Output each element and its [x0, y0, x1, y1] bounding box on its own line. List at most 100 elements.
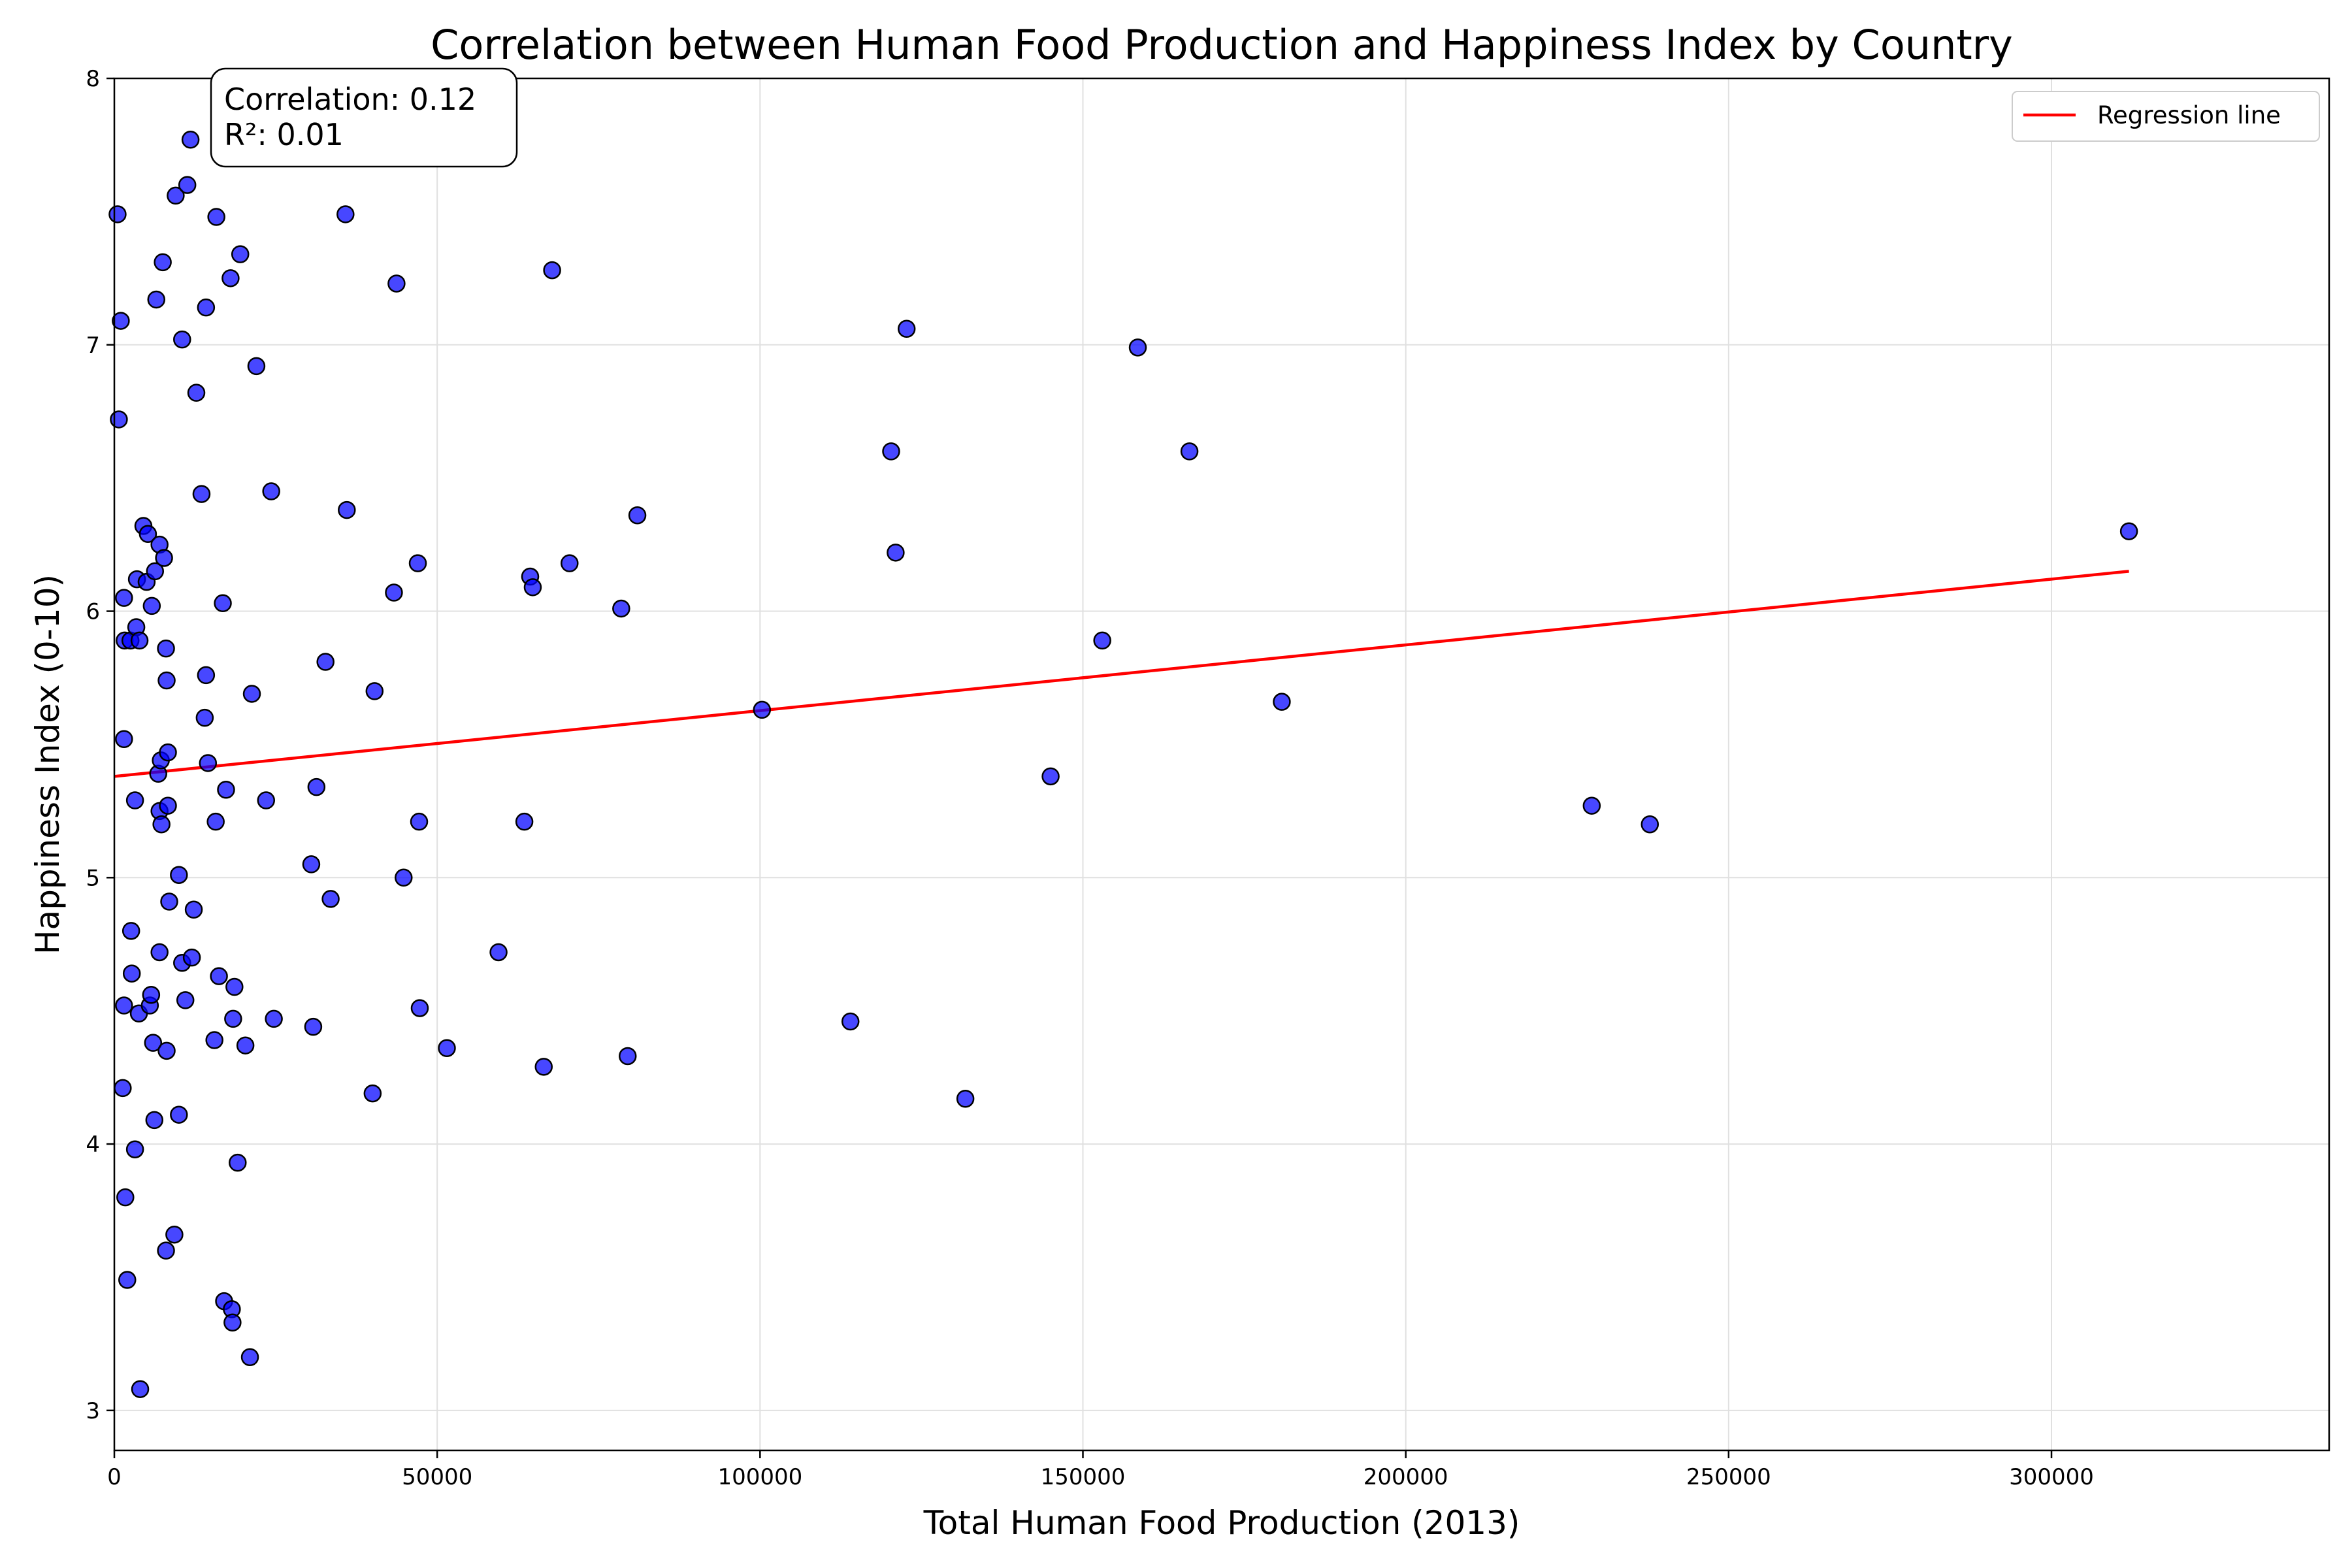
- data-point: [197, 666, 216, 685]
- x-axis-title: Total Human Food Production (2013): [923, 1504, 1520, 1542]
- data-point: [110, 410, 128, 429]
- data-point: [753, 700, 772, 719]
- data-point: [1641, 815, 1659, 834]
- data-point: [612, 599, 630, 618]
- data-point: [142, 596, 161, 615]
- annotation-frame: [210, 67, 518, 168]
- data-point: [1093, 631, 1111, 650]
- data-point: [157, 1041, 176, 1060]
- data-point: [316, 653, 335, 671]
- y-tick-label: 8: [86, 66, 100, 92]
- data-point: [206, 812, 225, 831]
- y-axis-title: Happiness Index (0-10): [29, 574, 67, 955]
- data-point: [618, 1047, 637, 1066]
- data-point: [523, 578, 542, 596]
- data-point: [173, 330, 191, 349]
- y-tick-label: 5: [86, 865, 100, 891]
- data-point: [257, 791, 276, 809]
- data-point: [150, 943, 169, 962]
- annotation-r-squared: R²: 0.01: [224, 117, 344, 152]
- x-axis-ticks: 0 50000 100000 150000 200000 250000 300000: [107, 1450, 2094, 1490]
- data-point: [157, 671, 176, 690]
- data-point: [302, 855, 321, 874]
- x-tick-label: 50000: [402, 1464, 472, 1490]
- data-point: [221, 269, 240, 287]
- data-point: [112, 312, 130, 330]
- data-point: [108, 205, 127, 223]
- data-point: [131, 1380, 150, 1398]
- data-point: [217, 780, 235, 799]
- x-tick-label: 200000: [1364, 1464, 1448, 1490]
- data-point: [184, 900, 203, 919]
- annotation-box: Correlation: 0.12 R²: 0.01: [210, 67, 518, 168]
- data-point: [229, 1153, 247, 1172]
- data-points: [108, 131, 2138, 1398]
- annotation-correlation: Correlation: 0.12: [224, 82, 476, 117]
- data-point: [125, 791, 144, 809]
- data-point: [385, 583, 403, 602]
- data-point: [1041, 767, 1060, 786]
- data-point: [265, 1009, 283, 1028]
- data-point: [147, 290, 165, 309]
- data-point: [160, 892, 178, 911]
- data-point: [1128, 338, 1147, 357]
- data-point: [956, 1089, 975, 1108]
- data-point: [170, 866, 188, 884]
- data-point: [210, 967, 228, 985]
- data-point: [247, 357, 266, 376]
- data-point: [2119, 522, 2138, 540]
- legend: Regression line: [2012, 91, 2320, 142]
- data-point: [115, 730, 133, 749]
- data-point: [139, 525, 157, 544]
- data-point: [214, 594, 232, 613]
- data-point: [410, 812, 429, 831]
- data-point: [387, 274, 406, 293]
- data-point: [543, 261, 561, 280]
- data-point: [1582, 796, 1601, 815]
- x-tick-label: 150000: [1041, 1464, 1126, 1490]
- data-point: [118, 1271, 137, 1289]
- data-point: [338, 500, 356, 519]
- data-point: [628, 506, 647, 525]
- y-tick-label: 3: [86, 1398, 100, 1424]
- data-point: [155, 549, 173, 567]
- y-tick-label: 6: [86, 599, 100, 625]
- data-point: [178, 176, 197, 194]
- y-tick-label: 4: [86, 1132, 100, 1158]
- data-point: [841, 1012, 860, 1031]
- data-point: [142, 985, 161, 1004]
- x-tick-label: 100000: [717, 1464, 802, 1490]
- data-point: [114, 1079, 132, 1098]
- data-point: [410, 999, 429, 1017]
- data-point: [154, 253, 172, 272]
- legend-regression-label: Regression line: [2097, 101, 2281, 129]
- data-point: [159, 796, 177, 815]
- chart-title: Correlation between Human Food Productio…: [431, 21, 2013, 69]
- data-point: [438, 1039, 456, 1058]
- data-point: [408, 554, 427, 572]
- data-point: [534, 1058, 553, 1076]
- data-point: [242, 685, 261, 703]
- data-point: [146, 562, 165, 581]
- data-point: [515, 812, 534, 831]
- regression-line-group: [114, 570, 2129, 778]
- data-point: [304, 1017, 323, 1036]
- x-tick-label: 0: [107, 1464, 122, 1490]
- data-point: [882, 442, 900, 461]
- data-point: [157, 1241, 175, 1260]
- data-point: [115, 589, 133, 607]
- data-point: [207, 208, 225, 226]
- data-point: [336, 205, 355, 223]
- data-point: [152, 815, 171, 834]
- data-point: [236, 1036, 255, 1054]
- data-point: [181, 131, 200, 149]
- data-point: [561, 554, 579, 572]
- data-point: [1273, 693, 1291, 711]
- data-point: [365, 682, 384, 700]
- data-point: [145, 1111, 164, 1130]
- data-point: [321, 890, 340, 908]
- data-point: [262, 482, 280, 500]
- data-point: [197, 298, 216, 317]
